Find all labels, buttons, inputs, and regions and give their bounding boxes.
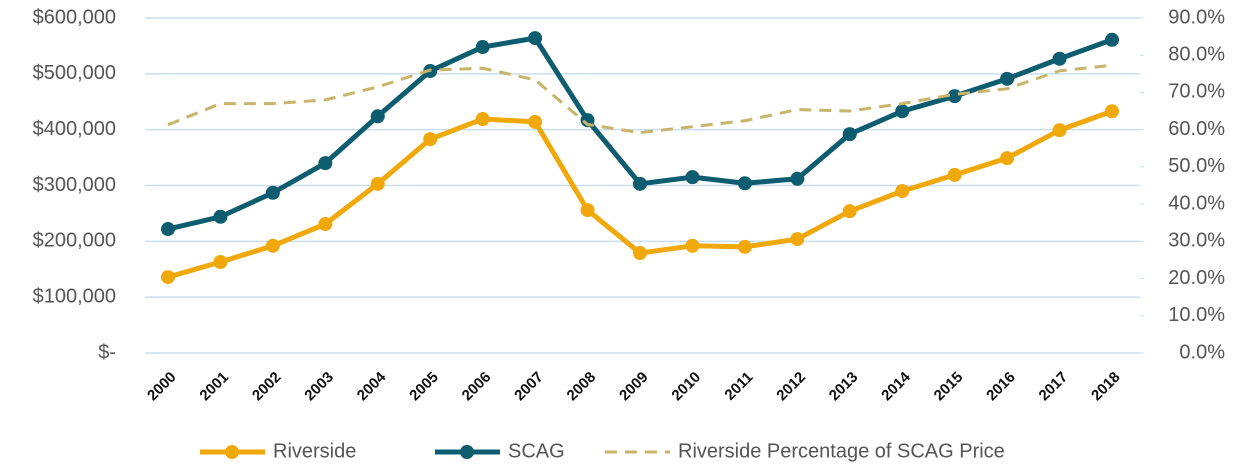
legend-label: SCAG (508, 440, 565, 462)
x-tick-label: 2000 (144, 369, 180, 405)
legend-marker (225, 445, 239, 459)
x-tick-label: 2003 (301, 369, 337, 405)
y2-tick-label: 0.0% (1179, 341, 1225, 363)
y-tick-label: $600,000 (33, 6, 116, 28)
marker (370, 109, 385, 124)
y-tick-label: $200,000 (33, 230, 116, 252)
x-tick-label: 2006 (459, 369, 495, 405)
marker (895, 184, 910, 199)
y2-tick-label: 40.0% (1168, 192, 1225, 214)
marker (213, 209, 228, 224)
marker (161, 270, 175, 285)
marker (633, 176, 647, 191)
x-tick-label: 2018 (1088, 369, 1124, 405)
marker (790, 171, 805, 186)
series-line (167, 35, 1113, 232)
x-tick-label: 2008 (564, 369, 600, 405)
y2-tick-label: 20.0% (1168, 267, 1225, 289)
marker (1000, 151, 1015, 166)
marker (685, 170, 700, 185)
x-tick-label: 2002 (249, 369, 285, 405)
marker (895, 104, 910, 119)
marker (265, 238, 280, 253)
x-tick-label: 2009 (616, 369, 652, 405)
marker (1052, 123, 1067, 138)
marker (423, 132, 438, 147)
marker (580, 203, 595, 218)
marker (685, 238, 700, 253)
x-tick-label: 2005 (406, 369, 442, 405)
legend-label: Riverside (273, 440, 356, 462)
marker (947, 167, 962, 182)
y-tick-label: $400,000 (33, 118, 116, 140)
marker (161, 222, 175, 237)
y-tick-label: $- (98, 341, 116, 363)
y2-tick-label: 50.0% (1168, 155, 1225, 177)
y-tick-label: $100,000 (33, 285, 116, 307)
y2-tick-label: 80.0% (1168, 44, 1225, 66)
marker (633, 246, 647, 261)
marker (1000, 71, 1015, 86)
y2-tick-label: 90.0% (1168, 6, 1225, 28)
marker (842, 127, 857, 142)
x-tick-label: 2007 (511, 369, 547, 405)
x-tick-label: 2015 (931, 369, 967, 405)
x-tick-label: 2004 (354, 368, 390, 404)
x-tick-label: 2011 (721, 369, 756, 404)
marker (790, 232, 805, 247)
x-tick-label: 2010 (668, 369, 704, 405)
y-tick-label: $500,000 (33, 62, 116, 84)
marker (213, 254, 228, 269)
marker (737, 239, 752, 254)
marker (475, 112, 490, 127)
legend-label: Riverside Percentage of SCAG Price (678, 440, 1005, 462)
x-tick-label: 2001 (196, 369, 232, 405)
x-tick-label: 2016 (983, 369, 1019, 405)
marker (1052, 51, 1067, 66)
marker (318, 156, 333, 171)
x-tick-label: 2013 (826, 369, 862, 405)
legend-marker (460, 445, 474, 459)
x-tick-label: 2017 (1036, 369, 1072, 405)
y2-tick-label: 60.0% (1168, 118, 1225, 140)
y2-tick-label: 30.0% (1168, 230, 1225, 252)
marker (528, 114, 543, 129)
marker (1105, 104, 1119, 119)
marker (737, 176, 752, 191)
y2-tick-label: 70.0% (1168, 81, 1225, 103)
marker (475, 40, 490, 55)
series-line (167, 63, 1113, 135)
marker (265, 185, 280, 200)
marker (528, 31, 543, 46)
x-tick-label: 2014 (878, 368, 914, 404)
marker (370, 176, 385, 191)
marker (1105, 32, 1119, 47)
marker (318, 217, 333, 232)
x-tick-label: 2012 (773, 369, 809, 405)
marker (842, 204, 857, 219)
y-tick-label: $300,000 (33, 174, 116, 196)
y2-tick-label: 10.0% (1168, 304, 1225, 326)
